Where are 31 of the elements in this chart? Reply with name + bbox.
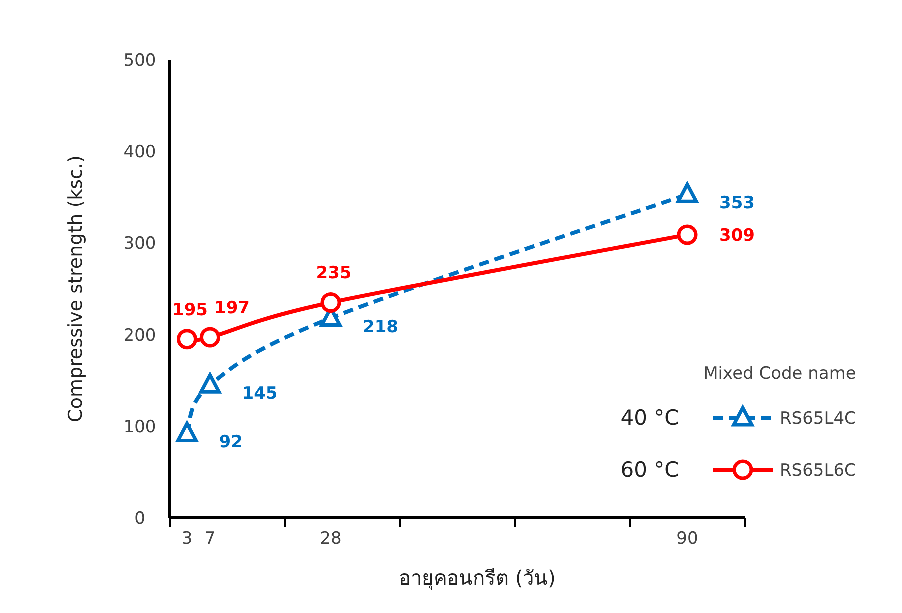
y-tick-label: 100 xyxy=(124,417,156,438)
y-tick-label: 0 xyxy=(134,509,146,529)
point xyxy=(200,373,221,394)
annotation: 60 °C xyxy=(620,458,680,482)
data-label: 218 xyxy=(363,317,398,338)
x-axis-title: อายุคอนกรีต (วัน) xyxy=(399,566,556,591)
data-label: 92 xyxy=(219,432,243,453)
point xyxy=(176,422,198,442)
point xyxy=(320,292,342,313)
data-label: 235 xyxy=(316,264,352,284)
y-tick-label: 500 xyxy=(124,51,156,71)
y-tick-label: 200 xyxy=(124,326,156,346)
y-tick-label: 300 xyxy=(124,234,156,254)
x-tick-label: 7 xyxy=(204,529,216,549)
x-tick-label: 3 xyxy=(182,529,193,549)
data-label: 145 xyxy=(242,384,278,404)
data-label: 353 xyxy=(720,194,755,214)
x-tick-label: 90 xyxy=(676,529,698,549)
legend-label: RS65L6C xyxy=(780,461,856,481)
y-axis-title: Compressive strength (ksc.) xyxy=(65,156,87,422)
data-label: 195 xyxy=(172,300,208,320)
legend-label: RS65L4C xyxy=(780,409,856,429)
point xyxy=(177,329,198,350)
data-label: 309 xyxy=(720,226,755,246)
data-label: 197 xyxy=(214,298,250,319)
x-tick-label: 28 xyxy=(320,529,342,549)
point xyxy=(200,327,220,348)
y-tick-label: 400 xyxy=(124,142,156,163)
annotation: 40 °C xyxy=(620,406,680,430)
point xyxy=(677,224,698,246)
legend-title: Mixed Code name xyxy=(704,364,856,384)
